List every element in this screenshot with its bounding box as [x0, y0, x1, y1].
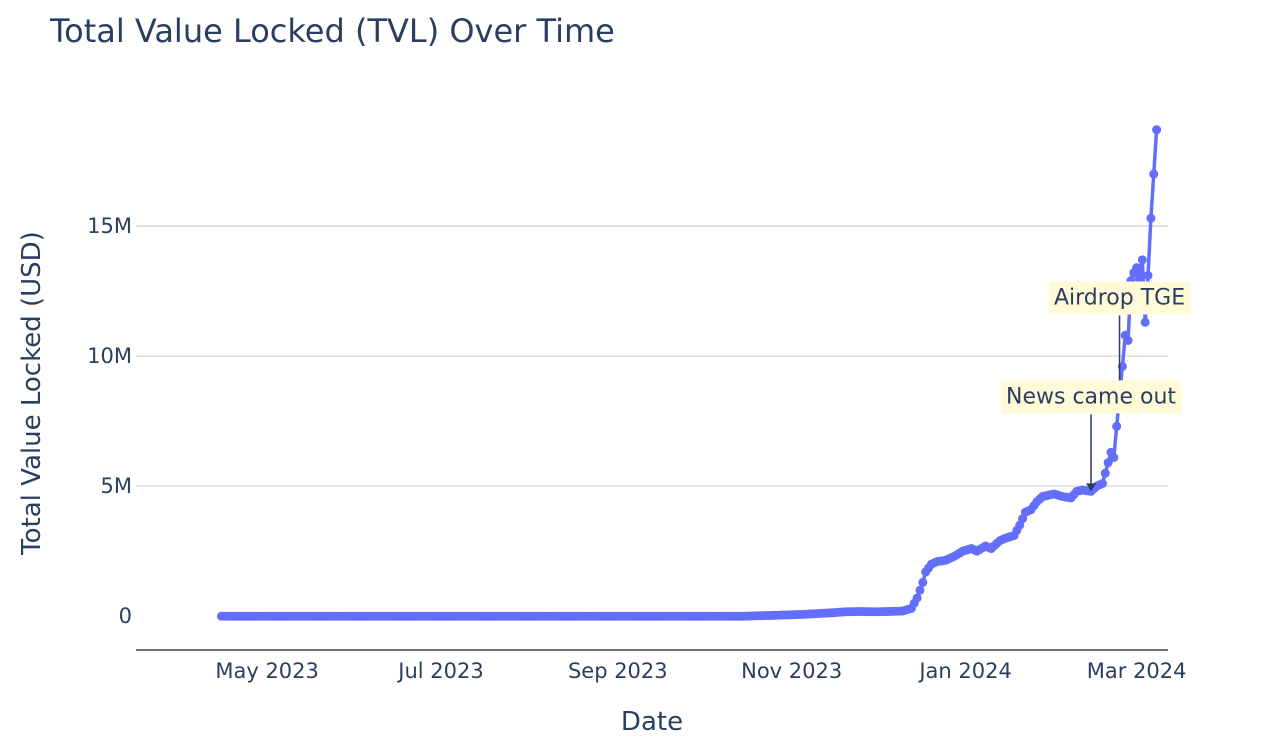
data-point [918, 578, 927, 587]
data-point [1098, 479, 1107, 488]
x-tick-label: Nov 2023 [741, 659, 842, 683]
data-point [1152, 125, 1161, 134]
data-point [1138, 255, 1147, 264]
y-tick-label: 5M [101, 474, 132, 498]
x-axis-title: Date [621, 707, 683, 737]
annotation-label: Airdrop TGE [1054, 286, 1185, 311]
x-tick-label: Mar 2024 [1087, 659, 1187, 683]
x-tick-label: May 2023 [215, 659, 319, 683]
data-point [1149, 170, 1158, 179]
series-layer [217, 125, 1161, 620]
data-point [1124, 336, 1133, 345]
annotation-label: News came out [1006, 384, 1176, 409]
gridlines [136, 226, 1168, 486]
data-point [1135, 274, 1144, 283]
data-point [1141, 318, 1150, 327]
data-point [915, 586, 924, 595]
y-tick-label: 15M [87, 214, 132, 238]
data-point [1146, 214, 1155, 223]
x-tick-label: Sep 2023 [568, 659, 668, 683]
data-point [1109, 453, 1118, 462]
data-point [913, 593, 922, 602]
data-point [1112, 422, 1121, 431]
data-point [1101, 469, 1110, 478]
x-tick-label: Jan 2024 [917, 659, 1012, 683]
data-point [1132, 263, 1141, 272]
series-line [222, 130, 1157, 616]
annotations: Airdrop TGE News came out [1001, 282, 1190, 492]
data-point [1144, 271, 1153, 280]
y-tick-label: 0 [119, 604, 132, 628]
x-axis-ticks: May 2023 Jul 2023 Sep 2023 Nov 2023 Jan 2024… [215, 659, 1186, 683]
chart-title: Total Value Locked (TVL) Over Time [49, 12, 615, 50]
y-axis-title: Total Value Locked (USD) [17, 231, 47, 556]
x-tick-label: Jul 2023 [396, 659, 483, 683]
y-axis-ticks: 0 5M 10M 15M [87, 214, 132, 628]
y-tick-label: 10M [87, 344, 132, 368]
